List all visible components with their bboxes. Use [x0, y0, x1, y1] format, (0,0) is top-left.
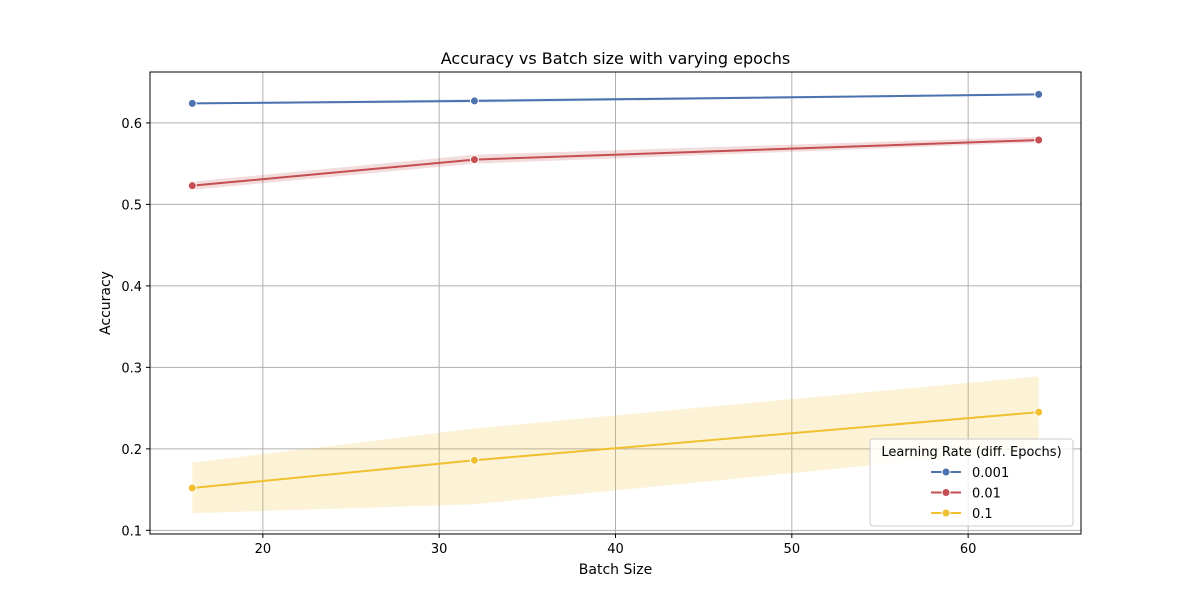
- x-tick-label: 20: [255, 542, 272, 557]
- data-point-0.01: [187, 181, 197, 191]
- legend-items: 0.001 0.01 0.1: [931, 466, 1009, 522]
- legend-swatch-marker: [941, 467, 951, 477]
- legend-swatch-marker: [941, 508, 951, 518]
- y-tick-label: 0.1: [121, 524, 142, 539]
- legend-title: Learning Rate (diff. Epochs): [881, 445, 1061, 460]
- axis-ticks: 20 30 40 50 60 0.1 0.2 0.3 0.4 0.5 0.6: [121, 117, 976, 557]
- grid-layer: [150, 72, 1081, 534]
- data-point-0.1: [469, 455, 479, 465]
- legend-label: 0.01: [972, 487, 1001, 502]
- legend-label: 0.001: [972, 466, 1009, 481]
- data-point-0.01: [1034, 135, 1044, 145]
- data-point-0.1: [1034, 407, 1044, 417]
- legend-label: 0.1: [972, 507, 993, 522]
- confidence-band-0.01: [192, 136, 1039, 190]
- x-tick-label: 60: [960, 542, 977, 557]
- chart-title: Accuracy vs Batch size with varying epoc…: [441, 49, 790, 68]
- data-point-0.1: [187, 483, 197, 493]
- data-point-0.001: [469, 96, 479, 106]
- legend-swatch-marker: [941, 488, 951, 497]
- x-tick-label: 30: [431, 542, 448, 557]
- x-tick-label: 40: [607, 542, 624, 557]
- data-point-0.001: [187, 98, 197, 108]
- y-tick-label: 0.4: [121, 280, 142, 295]
- legend-box: [869, 438, 1074, 527]
- confidence-band-0.1: [192, 376, 1039, 514]
- data-point-0.001: [1034, 89, 1044, 99]
- series-points: [187, 89, 1044, 493]
- y-tick-label: 0.6: [121, 117, 142, 132]
- y-tick-label: 0.3: [121, 361, 142, 376]
- x-tick-label: 50: [784, 542, 801, 557]
- y-tick-label: 0.2: [121, 443, 142, 458]
- data-point-0.01: [469, 155, 479, 165]
- legend: Learning Rate (diff. Epochs) 0.0010.010.…: [869, 438, 1074, 527]
- x-axis-label: Batch Size: [579, 562, 652, 578]
- y-axis-label: Accuracy: [98, 271, 114, 335]
- y-tick-label: 0.5: [121, 198, 142, 213]
